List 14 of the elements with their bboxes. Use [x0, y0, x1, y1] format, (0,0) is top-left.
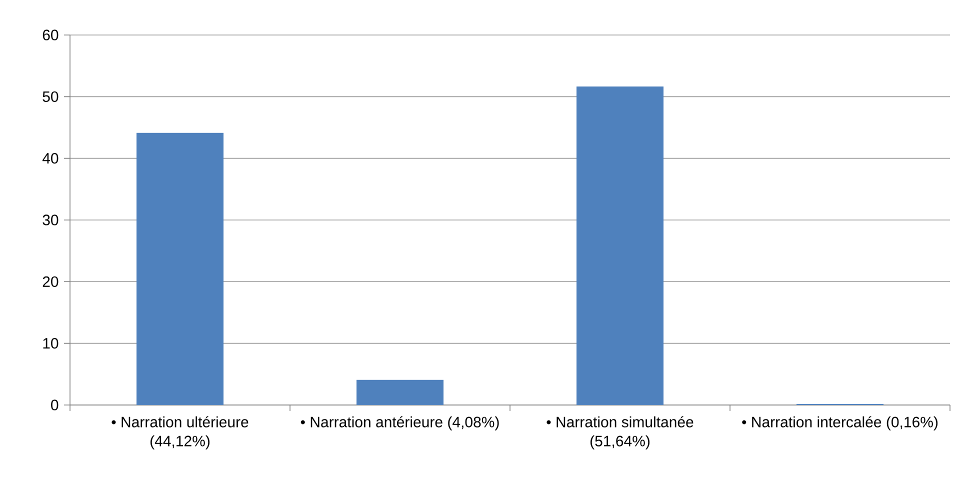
bar — [136, 132, 224, 405]
bar — [356, 380, 444, 405]
y-tick-label: 30 — [42, 214, 58, 226]
y-tick-label: 50 — [42, 91, 58, 102]
bar — [576, 86, 664, 405]
y-tick-label: 40 — [42, 153, 58, 164]
y-tick-label: 20 — [42, 276, 58, 287]
x-tick-label: • Narration intercalée (0,16%) — [742, 416, 938, 430]
y-tick-label: 60 — [42, 30, 58, 40]
x-tick-label: • Narration simultanée (51,64%) — [546, 416, 694, 450]
x-tick-label: • Narration ultérieure (44,12%) — [112, 416, 248, 450]
y-tick-label: 10 — [43, 338, 58, 349]
y-tick-label: 0 — [51, 400, 58, 410]
x-tick-label: • Narration antérieure (4,08%) — [300, 416, 499, 430]
